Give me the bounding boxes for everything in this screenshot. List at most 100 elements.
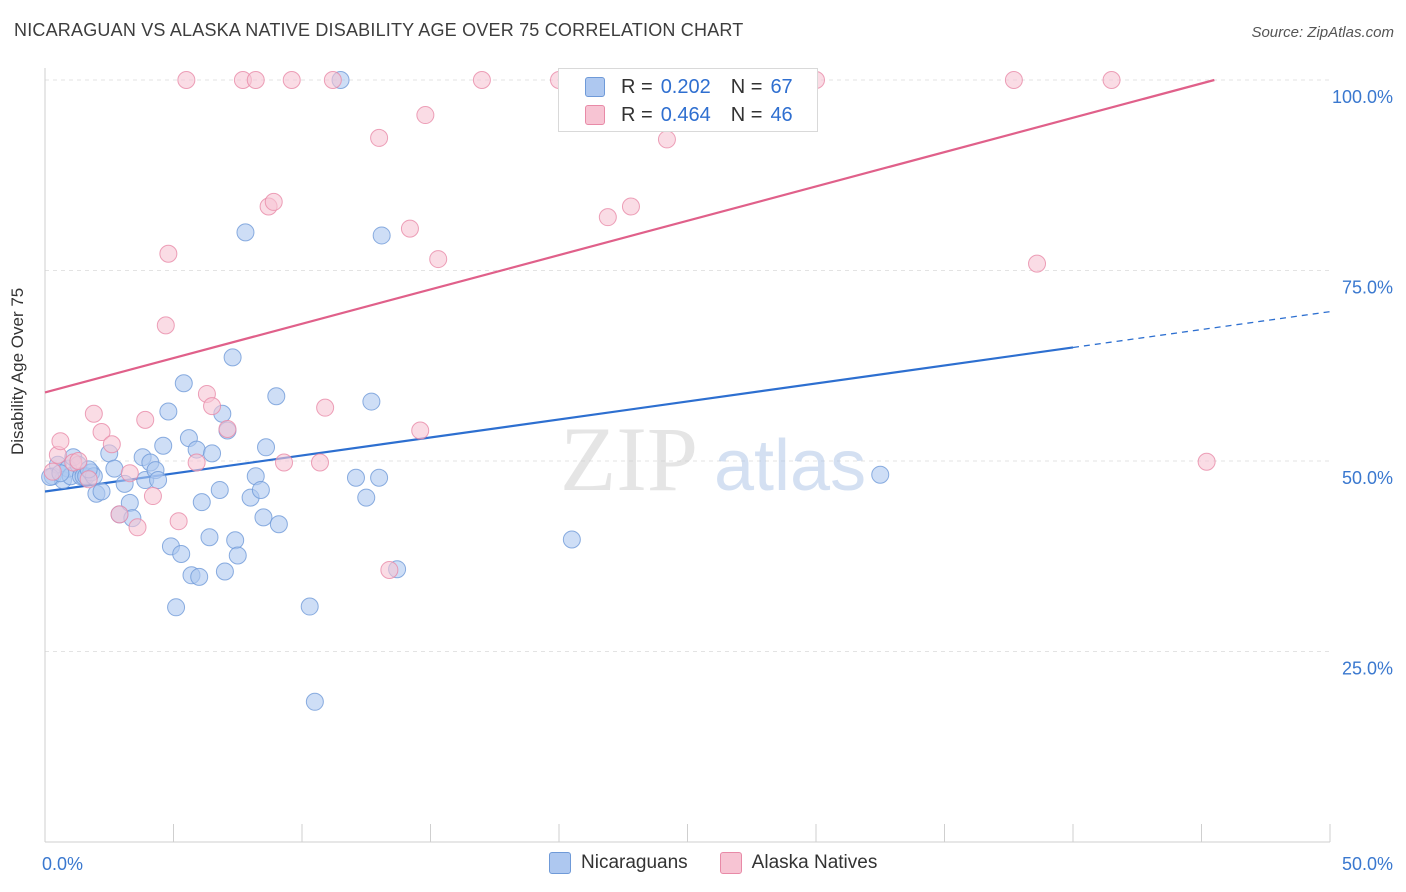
alaska-native-point — [1197, 452, 1216, 471]
legend-n-value: 46 — [770, 103, 793, 126]
alaska-native-point — [416, 106, 435, 125]
legend-r-value: 0.202 — [660, 75, 711, 98]
y-tick-label: 75.0% — [1342, 278, 1393, 298]
alaska-native-point — [187, 453, 206, 472]
tick-labels: 25.0% 50.0% 75.0% 100.0% 0.0% 50.0% — [42, 87, 1393, 874]
nicaraguan-point — [228, 546, 247, 565]
alaska-native-point — [380, 560, 399, 579]
legend-row-nicaraguans: R = 0.202 N = 67 — [585, 73, 793, 101]
legend-swatch-blue — [585, 77, 605, 97]
alaska-native-point — [472, 71, 491, 89]
alaska-native-point — [128, 518, 147, 537]
nicaraguan-point — [167, 598, 186, 617]
legend-r-value: 0.464 — [660, 103, 711, 126]
nicaraguan-point — [251, 480, 270, 499]
legend-label-nicaraguans: Nicaraguans — [581, 852, 688, 873]
nicaraguan-point — [370, 468, 389, 487]
nicaraguan-point — [269, 515, 288, 534]
alaska-native-point — [1028, 254, 1047, 273]
nicaraguan-point — [871, 465, 890, 484]
alaska-native-point — [316, 398, 335, 417]
alaska-native-point — [156, 316, 175, 335]
legend-item-alaska-natives[interactable]: Alaska Natives — [719, 852, 878, 874]
alaska-native-point — [246, 71, 265, 89]
alaska-native-point — [1102, 71, 1121, 89]
nicaraguan-point — [172, 544, 191, 563]
alaska-native-point — [177, 71, 196, 89]
alaska-native-point — [598, 208, 617, 227]
alaska-native-point — [411, 421, 430, 440]
legend-r-label: R = — [621, 103, 653, 126]
nicaraguan-point — [346, 468, 365, 487]
grid-lines — [45, 79, 1330, 652]
legend-swatch-blue — [549, 852, 571, 874]
alaska-native-point — [159, 244, 178, 263]
nicaraguans-trend-line — [44, 346, 1074, 493]
nicaraguan-point — [154, 436, 173, 455]
nicaraguan-point — [210, 480, 229, 499]
nicaraguan-point — [105, 459, 124, 478]
watermark-zip: ZIP — [560, 408, 698, 510]
legend-n-value: 67 — [770, 75, 793, 98]
nicaraguan-point — [236, 223, 255, 242]
watermark-atlas: atlas — [714, 426, 866, 506]
nicaraguan-point — [362, 392, 381, 411]
nicaraguan-point — [174, 374, 193, 393]
legend-r-label: R = — [621, 75, 653, 98]
alaska-native-point — [657, 130, 676, 149]
nicaraguan-point — [300, 597, 319, 616]
alaska-native-point — [203, 397, 222, 416]
nicaraguan-point — [190, 567, 209, 586]
alaska-native-point — [1004, 71, 1023, 89]
legend-n-label: N = — [730, 75, 763, 98]
alaska-native-point — [169, 512, 188, 531]
watermark: ZIP atlas — [560, 408, 866, 510]
nicaraguan-point — [254, 508, 273, 527]
nicaraguan-point — [357, 488, 376, 507]
alaska-native-point — [43, 462, 62, 481]
nicaraguan-point — [305, 692, 324, 711]
alaska-native-point — [143, 487, 162, 506]
y-tick-label: 25.0% — [1342, 659, 1393, 679]
alaska-native-point — [264, 192, 283, 211]
nicaraguan-point — [203, 444, 222, 463]
alaska-native-point — [84, 404, 103, 423]
y-tick-label: 50.0% — [1342, 468, 1393, 488]
alaska-native-point — [69, 452, 88, 470]
alaska-native-point — [102, 435, 121, 454]
nicaraguan-point — [267, 387, 286, 406]
alaska-natives-trend-line — [44, 78, 1215, 394]
alaska-native-point — [400, 219, 419, 238]
alaska-native-point — [429, 250, 448, 269]
data-points — [41, 71, 1216, 711]
alaska-native-point — [110, 505, 129, 524]
axes — [44, 68, 1331, 843]
nicaraguan-point — [159, 402, 178, 421]
x-tick-label: 0.0% — [42, 854, 83, 874]
legend-n-label: N = — [730, 103, 763, 126]
alaska-native-point — [218, 419, 237, 438]
y-axis-label: Disability Age Over 75 — [8, 287, 27, 455]
nicaraguan-point — [562, 530, 581, 549]
legend-item-nicaraguans[interactable]: Nicaraguans — [549, 852, 688, 874]
nicaraguan-point — [200, 528, 219, 547]
alaska-native-point — [621, 197, 640, 216]
alaska-native-point — [370, 128, 389, 147]
legend-swatch-pink — [719, 852, 742, 874]
nicaraguan-point — [223, 348, 242, 367]
nicaraguan-point — [192, 493, 211, 512]
x-tick-label: 50.0% — [1342, 854, 1393, 874]
alaska-native-point — [120, 464, 139, 483]
nicaraguan-point — [257, 438, 276, 457]
nicaraguan-point — [92, 482, 111, 501]
nicaraguan-point — [226, 531, 245, 550]
y-tick-label: 100.0% — [1332, 87, 1393, 107]
nicaraguan-point — [372, 226, 391, 245]
alaska-native-point — [275, 453, 294, 472]
alaska-native-point — [51, 432, 70, 451]
legend-swatch-pink — [585, 105, 605, 125]
legend-label-alaska-natives: Alaska Natives — [751, 852, 878, 873]
nicaraguans-trend-extension — [1072, 311, 1331, 349]
nicaraguan-point — [215, 562, 234, 581]
trend-lines — [44, 78, 1331, 493]
